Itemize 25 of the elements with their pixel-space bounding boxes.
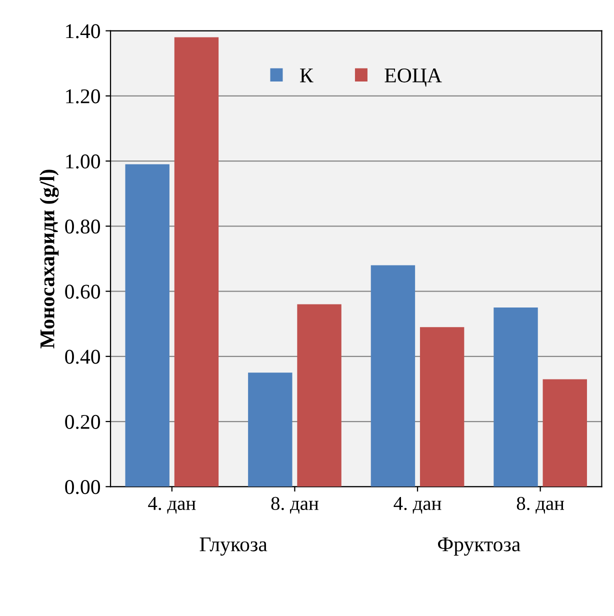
x-tick-label: 8. дан [516, 496, 564, 514]
bar [542, 379, 587, 487]
y-tick-label: 0.00 [65, 480, 100, 494]
text: Глукоза [200, 538, 268, 556]
legend-label: ЕОЦА [384, 68, 442, 87]
y-tick-label: 0.20 [65, 414, 100, 430]
y-tick-label: 0.40 [65, 350, 100, 364]
x-tick-label: 4. дан [148, 497, 196, 514]
y-tick-label: 0.80 [65, 220, 100, 234]
y-tick-label: 1.20 [66, 89, 100, 104]
bar [494, 308, 538, 487]
text: Фруктоза [438, 538, 520, 556]
x-tick-label: 8. дан [271, 496, 318, 514]
y-tick-label: 1.40 [66, 24, 100, 38]
legend-label: К [300, 68, 314, 82]
bar [420, 327, 464, 487]
bar [174, 37, 219, 487]
bar [297, 304, 342, 487]
bar [125, 164, 170, 487]
y-axis-title: Моносахариди (g/l) [40, 170, 59, 348]
bar [248, 372, 292, 487]
x-tick-label: 4. дан [394, 497, 442, 514]
y-tick-label: 1.00 [66, 154, 100, 169]
y-tick-label: 0.60 [65, 284, 100, 299]
bar [370, 265, 416, 487]
